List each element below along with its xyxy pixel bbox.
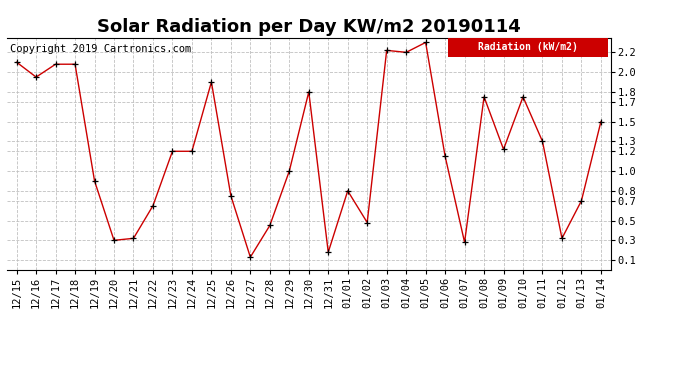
Title: Solar Radiation per Day KW/m2 20190114: Solar Radiation per Day KW/m2 20190114 xyxy=(97,18,521,36)
Text: Copyright 2019 Cartronics.com: Copyright 2019 Cartronics.com xyxy=(10,45,191,54)
